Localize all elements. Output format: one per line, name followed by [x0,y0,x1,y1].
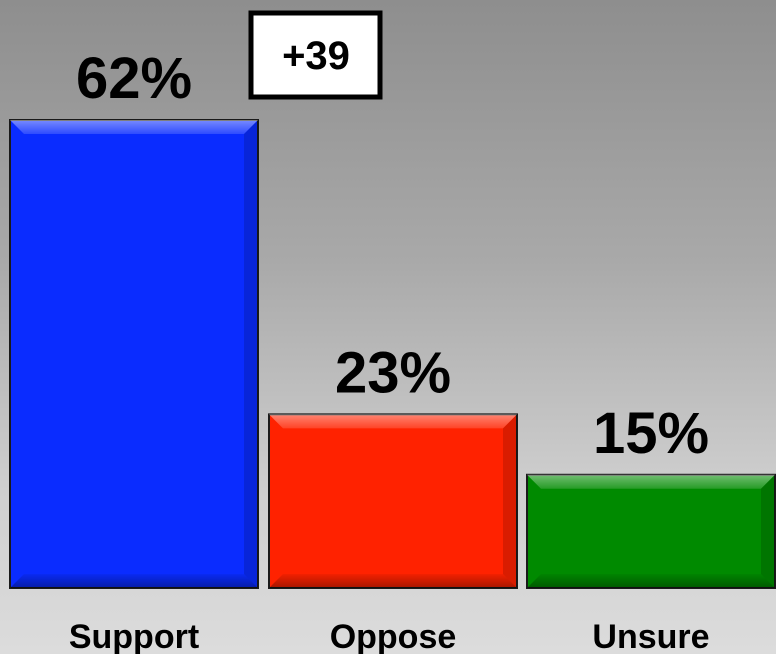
bar-unsure-bevel-top [527,474,775,489]
bar-oppose-bevel-top [269,414,517,429]
bar-support [9,119,259,589]
bar-unsure-body [526,473,776,590]
bar-support-bevel-top [10,120,258,134]
bar-oppose-body [268,413,518,589]
bar-support-bevel-side [244,120,258,588]
margin-value: +39 [282,34,350,78]
bar-support-bevel-bottom [10,574,258,588]
bar-oppose-bevel-side [503,414,517,588]
bars-layer [9,119,776,590]
category-label-unsure: Unsure [592,618,709,654]
bar-unsure-bevel-bottom [527,574,775,588]
category-label-oppose: Oppose [330,618,457,654]
margin-annotation: +39 [248,10,383,100]
bar-support-body [9,119,259,589]
margin-box [248,10,383,100]
category-label-support: Support [69,618,199,654]
value-label-support: 62% [76,46,192,111]
bar-unsure [526,473,776,590]
bar-oppose-bevel-bottom [269,574,517,588]
bar-oppose [268,413,518,589]
bar-unsure-bevel-side [761,474,775,588]
value-label-unsure: 15% [593,401,709,466]
value-label-oppose: 23% [335,340,451,405]
labels-layer: 62% Support 23% Oppose 15% Unsure [69,46,710,654]
